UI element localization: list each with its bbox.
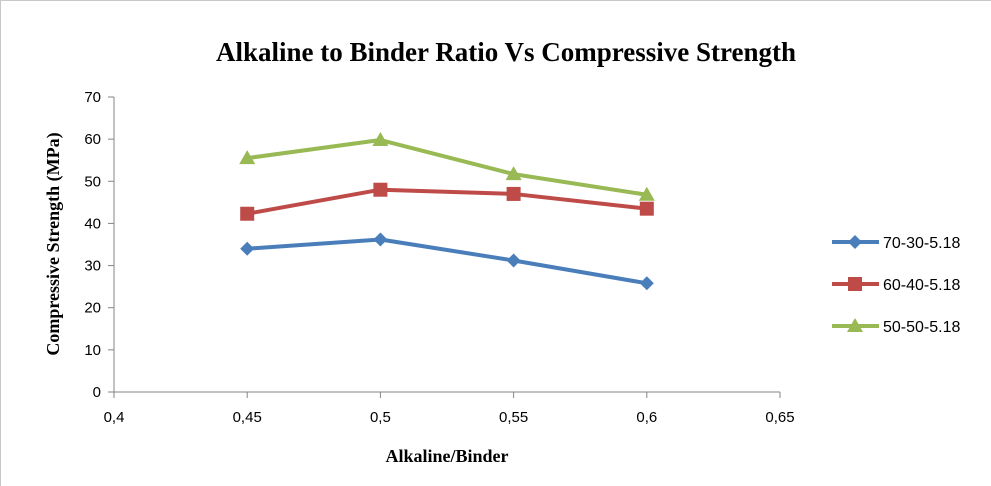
x-ticks: 0,4 0,45 0,5 0,55 0,6 0,65 [104, 392, 795, 426]
legend-label: 70-30-5.18 [883, 235, 960, 252]
legend-marker [847, 318, 863, 332]
data-point [506, 186, 521, 201]
legend-label: 50-50-5.18 [883, 319, 960, 336]
x-tick-label: 0,55 [499, 409, 528, 426]
series-line [245, 237, 649, 286]
y-tick-label: 40 [84, 215, 101, 232]
data-point [372, 131, 389, 146]
legend-item: 60-40-5.18 [832, 277, 960, 294]
axes [113, 97, 780, 393]
data-point [239, 150, 256, 165]
legend-item: 50-50-5.18 [832, 318, 960, 336]
series-layer [239, 131, 655, 291]
legend-marker [848, 277, 862, 291]
y-tick-label: 70 [84, 89, 101, 106]
y-tick-label: 0 [93, 384, 101, 401]
legend-label: 60-40-5.18 [883, 277, 960, 294]
x-tick-label: 0,6 [636, 409, 657, 426]
data-point [506, 253, 521, 268]
legend-item: 70-30-5.18 [832, 235, 960, 252]
x-tick-label: 0,45 [233, 409, 262, 426]
series-70-30-5.18 [240, 232, 654, 291]
series-60-40-5.18 [240, 182, 654, 221]
data-point [639, 201, 654, 216]
series-line [245, 137, 649, 197]
series-line [245, 187, 649, 216]
data-point [639, 276, 654, 291]
data-point [373, 232, 388, 247]
y-tick-label: 50 [84, 173, 101, 190]
chart-title: Alkaline to Binder Ratio Vs Compressive … [216, 37, 796, 67]
x-tick-label: 0,4 [104, 409, 125, 426]
x-tick-label: 0,5 [370, 409, 391, 426]
x-axis-title: Alkaline/Binder [385, 446, 508, 466]
data-point [240, 206, 255, 221]
x-tick-label: 0,65 [765, 409, 794, 426]
legend-marker [848, 235, 862, 249]
y-tick-label: 60 [84, 131, 101, 148]
y-tick-label: 30 [84, 258, 101, 275]
y-axis-title: Compressive Strength (MPa) [43, 132, 64, 355]
legend: 70-30-5.18 60-40-5.18 50-50-5.18 [832, 235, 960, 336]
y-tick-label: 20 [84, 300, 101, 317]
series-50-50-5.18 [239, 131, 655, 201]
data-point [505, 166, 522, 181]
data-point [373, 182, 388, 197]
data-point [240, 241, 255, 256]
y-tick-label: 10 [84, 342, 101, 359]
data-point [638, 186, 655, 201]
y-ticks: 0 10 20 30 40 50 60 70 [84, 89, 114, 401]
